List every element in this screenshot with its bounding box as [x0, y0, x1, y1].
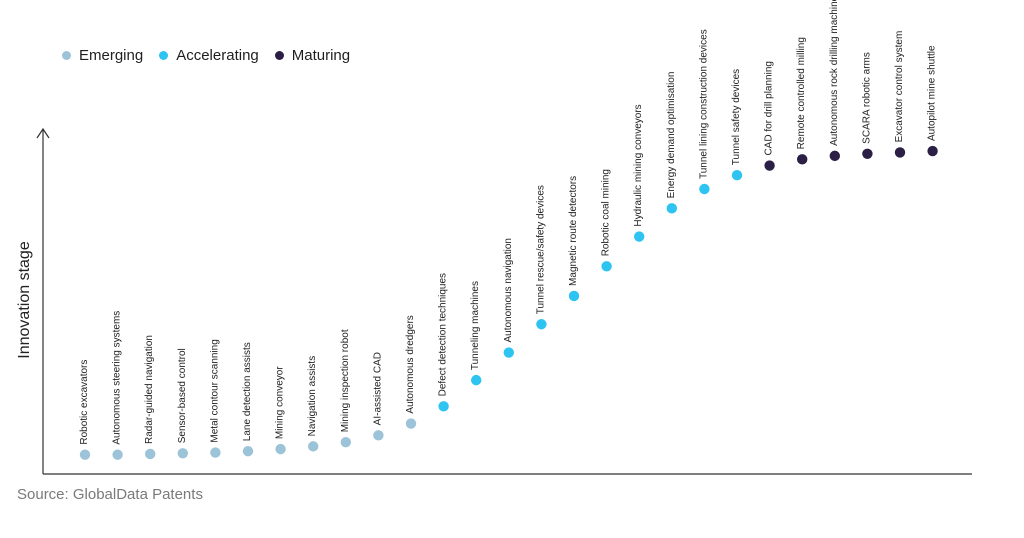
point-label: Autopilot mine shuttle — [927, 45, 938, 141]
data-point — [797, 154, 808, 165]
data-point — [373, 430, 384, 441]
point-label: Navigation assists — [307, 356, 318, 437]
legend-dot-accelerating — [159, 51, 169, 60]
data-point — [210, 447, 221, 458]
point-label: Lane detection assists — [242, 342, 253, 441]
point-label: Excavator control system — [894, 31, 905, 143]
data-point — [503, 347, 514, 358]
point-label: Robotic coal mining — [601, 169, 612, 256]
data-point — [242, 446, 254, 457]
point-label: CAD for drill planning — [764, 61, 775, 156]
point-label: Robotic excavators — [79, 360, 90, 445]
legend: Emerging Accelerating Maturing — [62, 47, 350, 64]
legend-item-accelerating: Accelerating — [159, 47, 259, 64]
data-point — [601, 261, 612, 272]
point-label: Metal contour scanning — [209, 339, 220, 442]
legend-item-maturing: Maturing — [274, 47, 351, 64]
data-point — [405, 418, 417, 429]
legend-item-emerging: Emerging — [62, 47, 143, 64]
point-label: Autonomous dredgers — [405, 315, 416, 413]
data-point — [308, 441, 319, 452]
data-point — [145, 448, 156, 460]
data-point — [894, 147, 906, 158]
data-point — [438, 401, 449, 412]
data-point — [829, 150, 840, 162]
data-point — [177, 448, 188, 459]
point-label: Magnetic route detectors — [568, 176, 579, 286]
data-point — [862, 148, 873, 160]
point-label: Autonomous navigation — [503, 238, 514, 343]
point-label: Mining conveyor — [275, 366, 286, 439]
point-label: AI-assisted CAD — [372, 352, 383, 425]
data-point — [699, 183, 710, 195]
point-label: Tunneling machines — [470, 281, 481, 370]
data-point — [764, 160, 775, 171]
point-label: Hydraulic mining conveyors — [633, 104, 644, 226]
data-point — [731, 170, 743, 181]
data-point — [79, 449, 91, 460]
point-label: Tunnel rescue/safety devices — [535, 185, 546, 314]
data-point — [927, 145, 938, 157]
data-point — [340, 437, 351, 448]
legend-label-maturing: Maturing — [291, 47, 351, 64]
point-label: Energy demand optimisation — [666, 72, 677, 199]
point-label: Autonomous steering systems — [112, 311, 123, 445]
source-note: Source: GlobalData Patents — [17, 486, 203, 503]
y-axis-arrow-icon — [36, 127, 50, 139]
data-point — [568, 290, 580, 302]
legend-dot-emerging — [62, 51, 71, 60]
legend-label-emerging: Emerging — [79, 47, 144, 64]
point-label: Sensor-based control — [177, 348, 188, 443]
point-label: Mining inspection robot — [340, 329, 351, 432]
y-axis-label: Innovation stage — [16, 241, 33, 359]
data-point — [112, 449, 123, 460]
data-point — [275, 443, 286, 455]
data-point — [536, 319, 547, 330]
point-label: Tunnel safety devices — [731, 69, 742, 165]
point-label: Tunnel lining construction devices — [698, 29, 709, 179]
point-label: Autonomous rock drilling machines — [829, 0, 840, 146]
data-point — [634, 231, 645, 242]
point-label: Radar-guided navigation — [144, 335, 155, 444]
point-label: Defect detection techniques — [438, 273, 449, 396]
data-point — [471, 374, 482, 386]
legend-label-accelerating: Accelerating — [176, 47, 259, 64]
point-label: SCARA robotic arms — [861, 52, 872, 144]
legend-dot-maturing — [274, 51, 284, 60]
point-label: Remote controlled milling — [796, 37, 807, 149]
data-point — [666, 203, 677, 214]
